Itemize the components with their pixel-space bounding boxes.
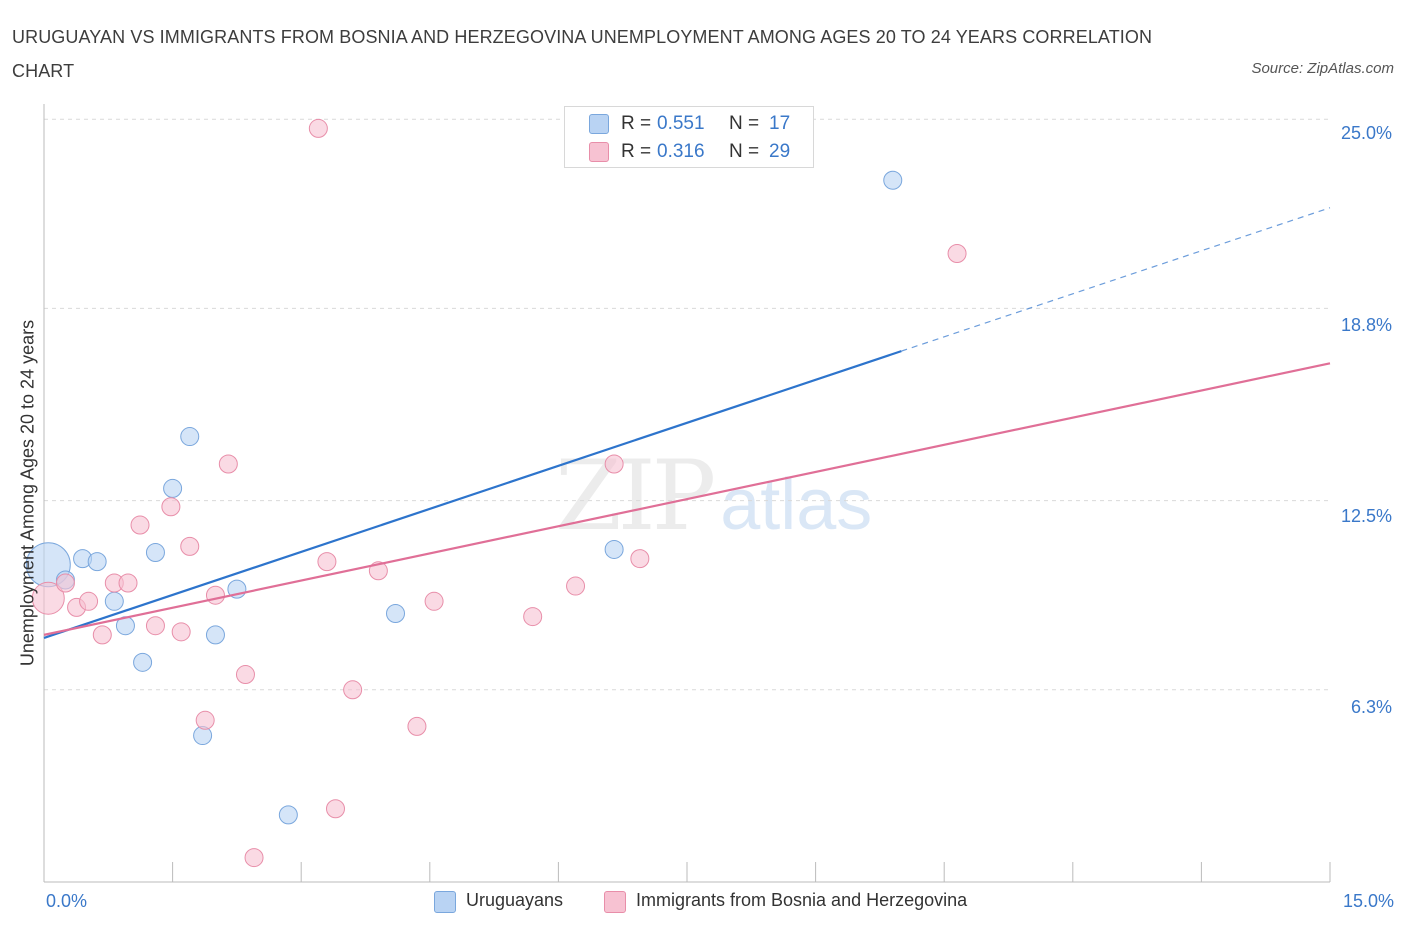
legend-label: Immigrants from Bosnia and Herzegovina [636,890,968,910]
chart-title: URUGUAYAN VS IMMIGRANTS FROM BOSNIA AND … [12,27,1153,81]
uruguayan-point [604,539,624,559]
bosnia-point [130,515,150,535]
uruguayan-point [133,652,153,672]
legend-r-label: R = [621,113,652,134]
bosnia-point [145,616,165,636]
uruguayan-point [163,478,183,498]
y-tick-label: 25.0% [1340,123,1392,143]
bosnia-point [325,799,345,819]
bosnia-point [604,454,624,474]
bosnia-point [566,576,586,596]
bosnia-point [218,454,238,474]
bosnia-point [343,680,363,700]
bosnia-point [92,625,112,645]
bosnia-point [195,710,215,730]
bosnia-point [308,118,328,138]
legend-r-value: 0.551 [657,113,705,134]
bosnia-point [424,591,444,611]
bosnia-point [523,607,543,627]
bosnia-point [180,536,200,556]
legend-n-value: 29 [769,141,791,162]
uruguayan-point [104,591,124,611]
bosnia-point [947,243,967,263]
bosnia-point [235,665,255,685]
legend-swatch-pink [604,891,626,913]
bosnia-trend-line [43,362,1331,636]
bosnia-point [161,497,181,517]
legend-r-value: 0.316 [657,141,705,162]
y-axis-label: Unemployment Among Ages 20 to 24 years [17,319,38,667]
uruguayan-trend-line [43,350,902,639]
legend-n-label: N = [729,141,760,162]
uruguayan-trend-extension [901,207,1331,352]
legend-n-value: 17 [769,113,791,134]
uruguayan-point [87,552,107,572]
bosnia-point [79,591,99,611]
bosnia-point [244,848,264,868]
legend-swatch-pink [589,142,609,162]
y-tick-label: 6.3% [1350,697,1392,717]
bosnia-point [118,573,138,593]
bosnia-point [317,552,337,572]
uruguayan-point [883,170,903,190]
bosnia-point [171,622,191,642]
watermark-atlas: atlas [720,465,873,545]
bosnia-point [630,549,650,569]
legend-label: Uruguayans [466,890,564,910]
uruguayan-point [278,805,298,825]
correlation-legend: R = 0.551 N = 17 R = 0.316 N = 29 [564,106,814,168]
bosnia-point [55,573,75,593]
legend-swatch-blue [434,891,456,913]
legend-n-label: N = [729,113,760,134]
bosnia-point [31,581,65,615]
uruguayan-point [386,604,406,624]
bosnia-point [205,585,225,605]
y-tick-label: 12.5% [1340,506,1392,526]
uruguayan-point [145,542,165,562]
legend-swatch-blue [589,114,609,134]
y-tick-label: 18.8% [1340,315,1392,335]
source-label[interactable]: Source: ZipAtlas.com [1251,60,1394,77]
uruguayan-point [180,427,200,447]
uruguayan-point [205,625,225,645]
bosnia-point [407,716,427,736]
x-tick-label-min: 0.0% [46,891,88,911]
legend-r-label: R = [621,141,652,162]
x-tick-label-max: 15.0% [1342,891,1394,911]
